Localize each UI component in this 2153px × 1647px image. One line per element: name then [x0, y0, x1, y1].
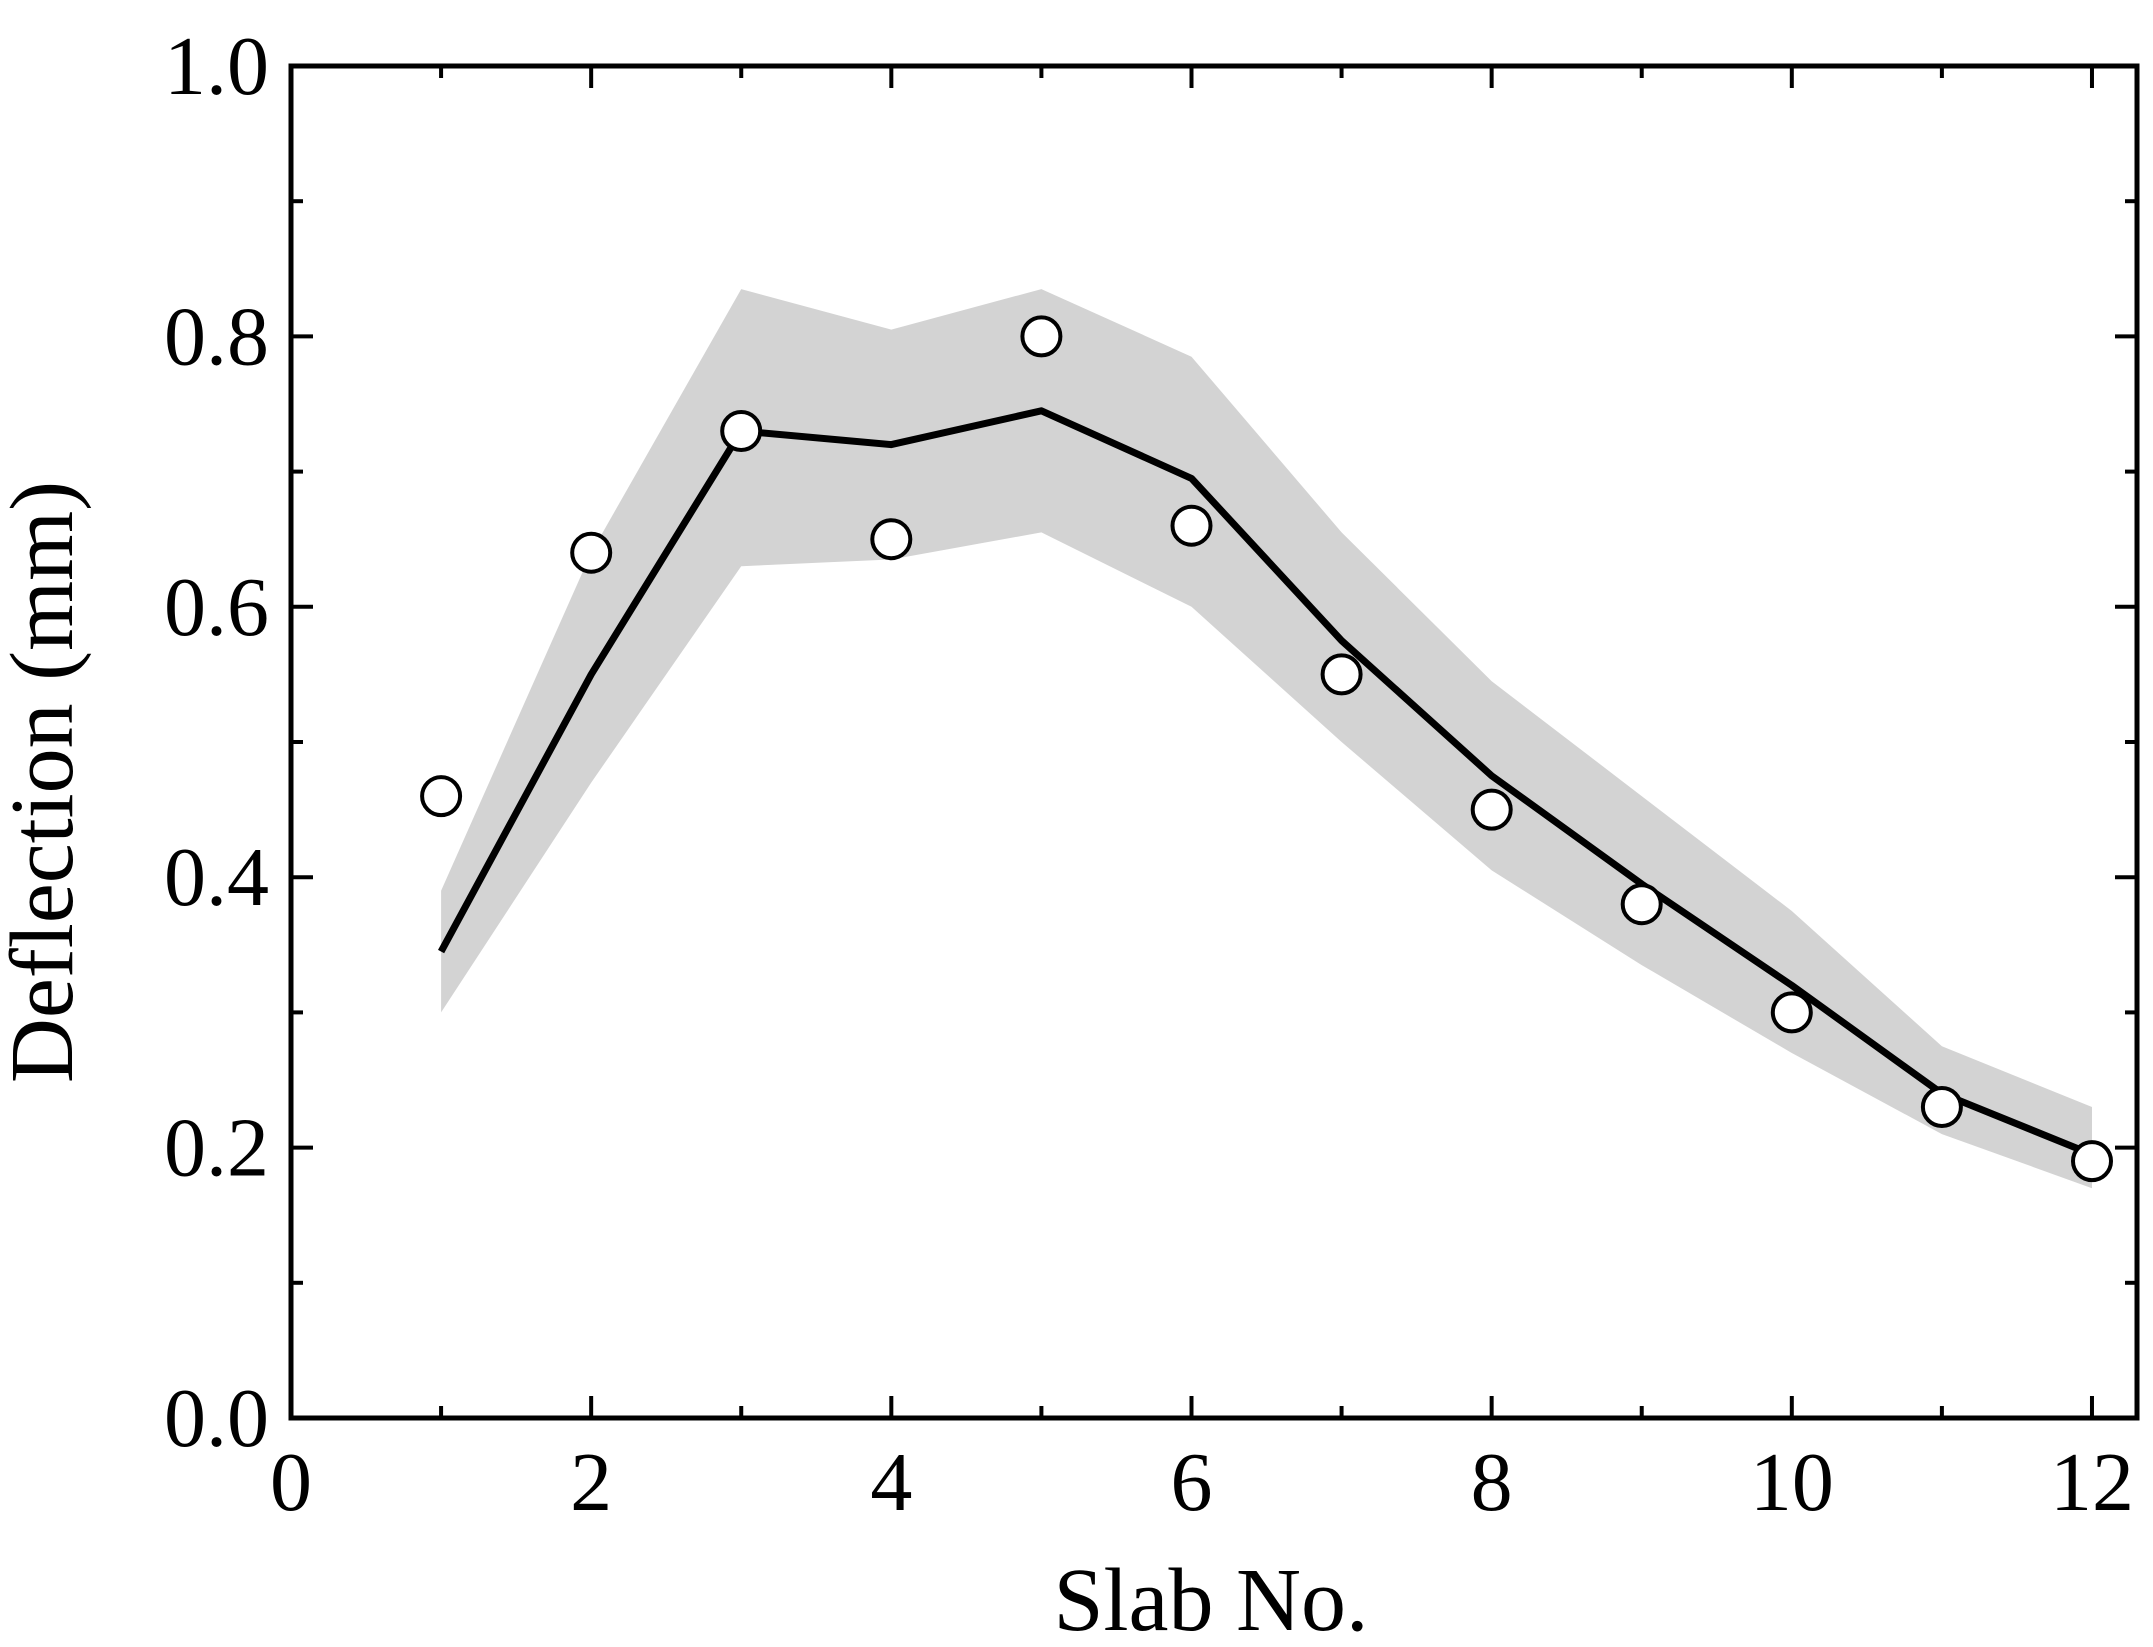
data-point	[870, 518, 913, 561]
data-point	[1020, 315, 1063, 358]
marker-layer	[420, 315, 2113, 1183]
x-tick-label: 8	[1471, 1436, 1513, 1529]
x-axis-title: Slab No.	[1054, 1551, 1369, 1647]
line-layer	[438, 407, 2094, 1158]
label-layer: 0 2 4 6 8 10 12 0.0 0.2 0.4 0.6 0.8 1.0	[164, 20, 2134, 1529]
y-tick-label: 0.2	[164, 1102, 269, 1195]
y-axis-title: Deflection (mm)	[0, 481, 92, 1083]
data-point	[1170, 504, 1213, 547]
data-point	[720, 410, 763, 452]
band-layer	[441, 289, 2093, 1189]
data-point	[1320, 653, 1363, 696]
uncertainty-band	[441, 289, 2093, 1189]
x-tick-label: 12	[2050, 1436, 2134, 1529]
data-point	[420, 775, 463, 818]
x-tick-label: 10	[1750, 1436, 1834, 1529]
y-tick-label: 0.0	[164, 1372, 269, 1465]
x-tick-label: 0	[270, 1436, 312, 1529]
data-point	[570, 531, 613, 574]
y-tick-label: 1.0	[164, 20, 269, 113]
fitted-line	[438, 407, 2094, 1158]
data-point	[1770, 991, 1813, 1034]
axis-layer	[288, 63, 2140, 1421]
x-tick-label: 4	[870, 1436, 912, 1529]
y-tick-label: 0.4	[164, 831, 269, 924]
x-tick-label: 6	[1170, 1436, 1212, 1529]
data-point	[1470, 788, 1513, 831]
x-tick-label: 2	[570, 1436, 612, 1529]
data-point	[1620, 883, 1663, 926]
data-point	[1920, 1086, 1963, 1128]
y-tick-label: 0.8	[164, 290, 269, 383]
data-point	[2071, 1140, 2113, 1183]
y-tick-label: 0.6	[164, 561, 269, 654]
